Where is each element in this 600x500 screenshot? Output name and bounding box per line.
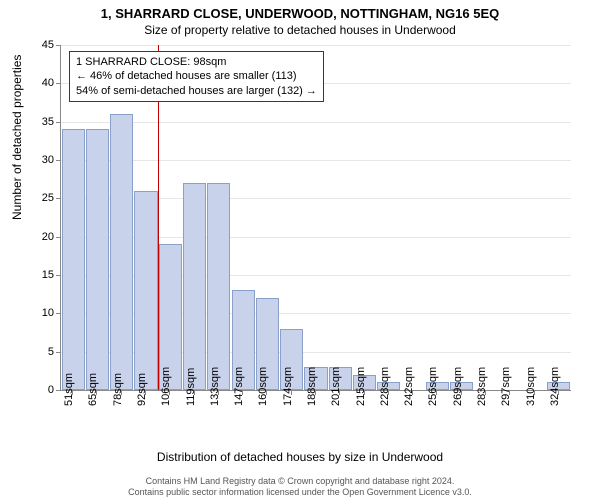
ytick-mark — [56, 198, 61, 199]
ytick-mark — [56, 352, 61, 353]
ytick-label: 30 — [24, 154, 54, 166]
bar — [134, 191, 157, 390]
ytick-label: 5 — [24, 346, 54, 358]
plot-area: 1 SHARRARD CLOSE: 98sqm← 46% of detached… — [60, 45, 571, 391]
bar — [62, 129, 85, 390]
attribution: Contains HM Land Registry data © Crown c… — [0, 476, 600, 498]
grid-line — [61, 45, 571, 46]
ytick-label: 25 — [24, 192, 54, 204]
annotation-line-3: 54% of semi-detached houses are larger (… — [76, 84, 317, 98]
ytick-mark — [56, 313, 61, 314]
bar — [110, 114, 133, 390]
ytick-label: 35 — [24, 116, 54, 128]
title-line-2: Size of property relative to detached ho… — [0, 21, 600, 37]
annotation-line-1: 1 SHARRARD CLOSE: 98sqm — [76, 55, 317, 69]
ytick-mark — [56, 275, 61, 276]
bar — [183, 183, 206, 390]
attribution-line-2: Contains public sector information licen… — [0, 487, 600, 498]
ytick-mark — [56, 122, 61, 123]
annotation-line-2: ← 46% of detached houses are smaller (11… — [76, 69, 317, 83]
ytick-mark — [56, 160, 61, 161]
grid-line — [61, 122, 571, 123]
ytick-label: 15 — [24, 269, 54, 281]
ytick-label: 20 — [24, 231, 54, 243]
title-line-1: 1, SHARRARD CLOSE, UNDERWOOD, NOTTINGHAM… — [0, 0, 600, 21]
annotation-box: 1 SHARRARD CLOSE: 98sqm← 46% of detached… — [69, 51, 324, 102]
ytick-mark — [56, 390, 61, 391]
ytick-mark — [56, 237, 61, 238]
bar — [86, 129, 109, 390]
ytick-label: 10 — [24, 307, 54, 319]
ytick-mark — [56, 45, 61, 46]
attribution-line-1: Contains HM Land Registry data © Crown c… — [0, 476, 600, 487]
ytick-label: 40 — [24, 77, 54, 89]
chart-area: 1 SHARRARD CLOSE: 98sqm← 46% of detached… — [60, 45, 570, 390]
bar — [207, 183, 230, 390]
ytick-label: 0 — [24, 384, 54, 396]
y-axis-label: Number of detached properties — [10, 55, 24, 220]
x-axis-label: Distribution of detached houses by size … — [0, 450, 600, 464]
grid-line — [61, 160, 571, 161]
ytick-label: 45 — [24, 39, 54, 51]
ytick-mark — [56, 83, 61, 84]
chart-container: 1, SHARRARD CLOSE, UNDERWOOD, NOTTINGHAM… — [0, 0, 600, 500]
